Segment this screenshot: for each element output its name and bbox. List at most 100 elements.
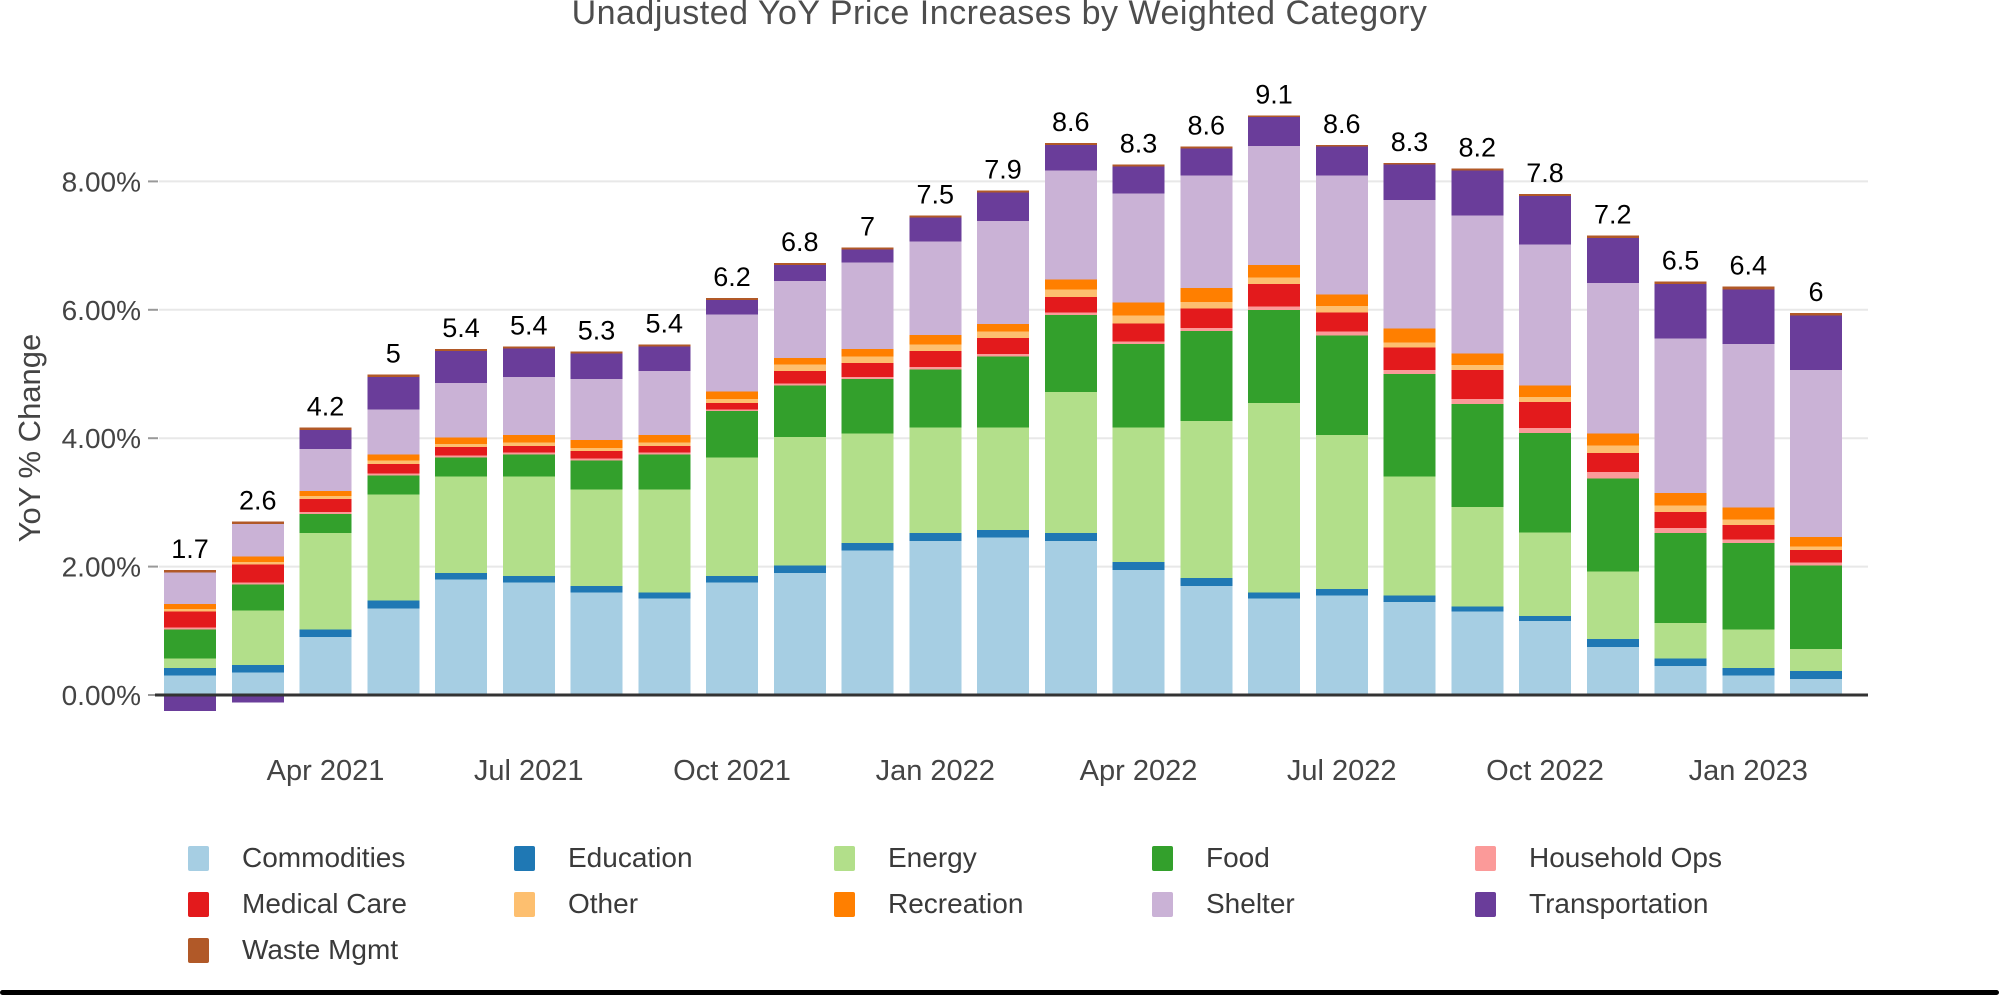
bar-segment-other[interactable]	[299, 495, 352, 500]
bar-segment-commodities[interactable]	[502, 582, 555, 695]
bar-segment-education[interactable]	[1722, 668, 1775, 676]
bar-segment-food[interactable]	[638, 454, 691, 490]
bar-segment-recreation[interactable]	[435, 437, 487, 444]
bar-segment-energy[interactable]	[638, 489, 691, 593]
bar-segment-other[interactable]	[706, 399, 758, 403]
bar-segment-medical-care[interactable]	[1248, 284, 1300, 307]
bar-segment-commodities[interactable]	[909, 540, 962, 695]
bar-segment-energy[interactable]	[231, 610, 284, 665]
bar-segment-shelter[interactable]	[299, 449, 352, 491]
bar-segment-medical-care[interactable]	[1044, 296, 1097, 313]
bar-segment-food[interactable]	[1790, 565, 1842, 649]
bar-segment-other[interactable]	[638, 442, 691, 446]
bar-segment-household-ops[interactable]	[909, 366, 962, 370]
bar-segment-other[interactable]	[1112, 315, 1165, 324]
bar-segment-waste-mgmt[interactable]	[1112, 164, 1165, 167]
bar-segment-shelter[interactable]	[841, 262, 894, 349]
bar-segment-waste-mgmt[interactable]	[1519, 194, 1571, 197]
bar-segment-other[interactable]	[1586, 445, 1639, 453]
bar-segment-medical-care[interactable]	[841, 363, 894, 378]
bar-segment-education[interactable]	[1654, 658, 1707, 667]
bar-segment-transportation[interactable]	[1519, 196, 1571, 245]
bar-segment-transportation[interactable]	[1112, 166, 1165, 194]
bar-segment-energy[interactable]	[1654, 623, 1707, 659]
bar-segment-recreation[interactable]	[706, 391, 758, 400]
bar-segment-waste-mgmt[interactable]	[1044, 142, 1097, 145]
bar-segment-commodities[interactable]	[1790, 678, 1842, 695]
bar-segment-shelter[interactable]	[1519, 244, 1571, 386]
bar-segment-waste-mgmt[interactable]	[1790, 313, 1842, 316]
bar-segment-recreation[interactable]	[1586, 433, 1639, 446]
bar-segment-energy[interactable]	[164, 658, 216, 669]
bar-segment-shelter[interactable]	[1248, 146, 1300, 265]
bar-segment-recreation[interactable]	[570, 440, 623, 448]
bar-segment-recreation[interactable]	[1248, 264, 1300, 278]
bar-segment-household-ops[interactable]	[638, 452, 691, 455]
bar-segment-household-ops[interactable]	[231, 582, 284, 585]
bar-segment-education[interactable]	[1519, 616, 1571, 622]
bar-segment-energy[interactable]	[1790, 648, 1842, 672]
bar-segment-other[interactable]	[1315, 305, 1368, 313]
bar-segment-energy[interactable]	[1519, 532, 1571, 617]
bar-segment-commodities[interactable]	[638, 598, 691, 695]
bar-segment-household-ops[interactable]	[1722, 539, 1775, 543]
bar-segment-food[interactable]	[570, 460, 623, 490]
bar-segment-recreation[interactable]	[164, 603, 216, 609]
bar-segment-shelter[interactable]	[1790, 370, 1842, 538]
bar-segment-commodities[interactable]	[435, 579, 487, 695]
bar-segment-waste-mgmt[interactable]	[1586, 235, 1639, 238]
bar-segment-commodities[interactable]	[367, 608, 420, 695]
bar-segment-shelter[interactable]	[1112, 193, 1165, 303]
bar-segment-commodities[interactable]	[164, 675, 216, 695]
bar-segment-household-ops[interactable]	[435, 455, 487, 458]
bar-segment-commodities[interactable]	[231, 672, 284, 695]
bar-segment-household-ops[interactable]	[1790, 562, 1842, 566]
legend-item-medical-care[interactable]: Medical Care	[188, 888, 407, 920]
bar-segment-energy[interactable]	[841, 433, 894, 543]
bar-segment-food[interactable]	[1044, 314, 1097, 392]
bar-segment-food[interactable]	[435, 457, 487, 477]
bar-segment-shelter[interactable]	[1315, 175, 1368, 295]
bar-segment-energy[interactable]	[299, 533, 352, 630]
bar-segment-education[interactable]	[638, 592, 691, 599]
legend-item-recreation[interactable]: Recreation	[834, 888, 1023, 920]
bar-segment-medical-care[interactable]	[1180, 308, 1233, 328]
bar-segment-other[interactable]	[231, 562, 284, 565]
bar-segment-commodities[interactable]	[773, 573, 826, 695]
bar-segment-transportation[interactable]	[1383, 164, 1436, 201]
bar-segment-shelter[interactable]	[1586, 282, 1639, 434]
bar-segment-medical-care[interactable]	[909, 350, 962, 367]
bar-segment-food[interactable]	[1586, 478, 1639, 572]
bar-segment-recreation[interactable]	[841, 348, 894, 357]
bar-segment-recreation[interactable]	[909, 334, 962, 345]
bar-segment-recreation[interactable]	[299, 490, 352, 496]
bar-segment-recreation[interactable]	[231, 556, 284, 563]
bar-segment-transportation[interactable]	[1654, 284, 1707, 339]
bar-segment-recreation[interactable]	[1519, 385, 1571, 398]
bar-segment-energy[interactable]	[909, 427, 962, 534]
bar-segment-transportation[interactable]	[773, 264, 826, 281]
bar-segment-other[interactable]	[367, 460, 420, 464]
bar-segment-medical-care[interactable]	[1315, 312, 1368, 332]
bar-segment-transportation[interactable]	[909, 217, 962, 242]
bar-segment-education[interactable]	[299, 629, 352, 638]
bar-segment-medical-care[interactable]	[231, 564, 284, 583]
bar-segment-shelter[interactable]	[1180, 175, 1233, 288]
bar-segment-medical-care[interactable]	[1790, 549, 1842, 563]
bar-segment-medical-care[interactable]	[435, 447, 487, 456]
bar-segment-transportation[interactable]	[977, 192, 1029, 222]
bar-segment-recreation[interactable]	[977, 323, 1029, 332]
bar-segment-waste-mgmt[interactable]	[570, 351, 623, 354]
bar-segment-transportation[interactable]	[299, 429, 352, 450]
bar-segment-waste-mgmt[interactable]	[638, 344, 691, 347]
bar-segment-household-ops[interactable]	[570, 458, 623, 461]
bar-segment-household-ops[interactable]	[1248, 306, 1300, 310]
bar-segment-medical-care[interactable]	[1722, 524, 1775, 540]
bar-segment-commodities[interactable]	[841, 550, 894, 695]
bar-segment-other[interactable]	[435, 443, 487, 448]
bar-segment-other[interactable]	[773, 364, 826, 371]
bar-segment-commodities[interactable]	[1383, 601, 1436, 695]
bar-segment-energy[interactable]	[502, 476, 555, 577]
bar-segment-shelter[interactable]	[367, 409, 420, 455]
bar-segment-medical-care[interactable]	[367, 463, 420, 474]
